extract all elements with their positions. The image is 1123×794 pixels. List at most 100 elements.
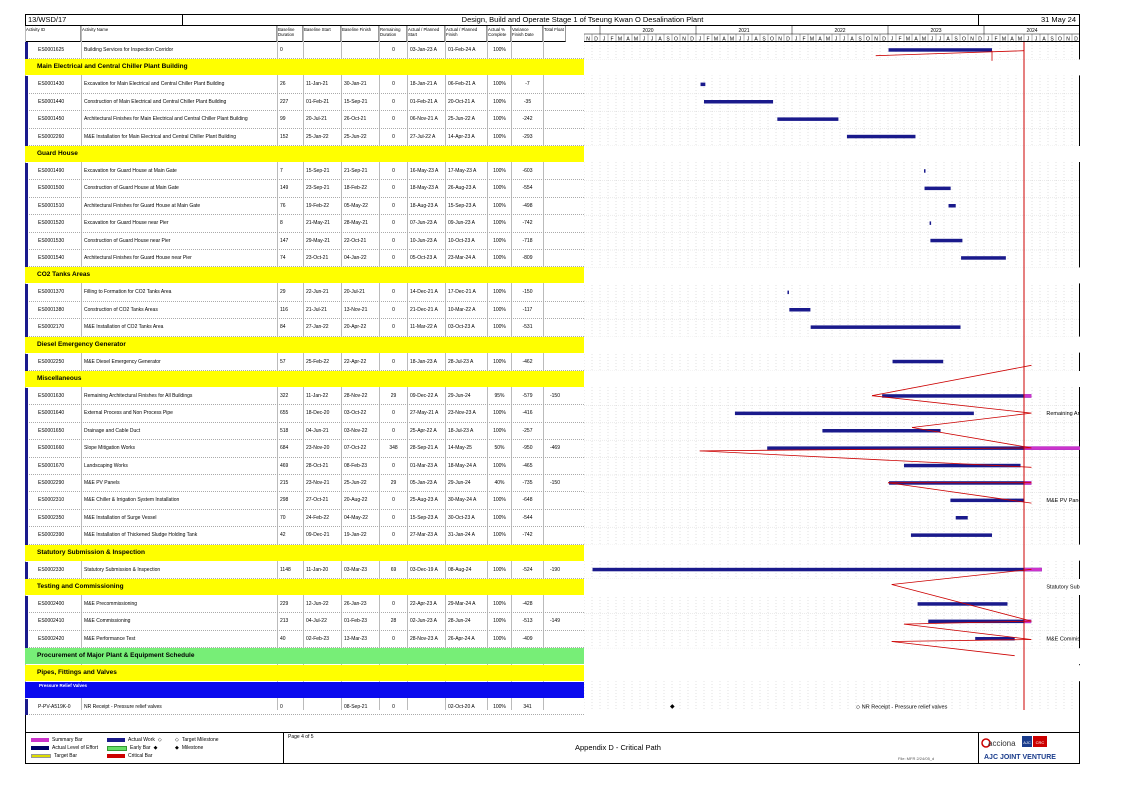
cell-var: -531 xyxy=(522,324,533,331)
table-row[interactable]: ES0001490 Excavation for Guard House at M… xyxy=(25,163,584,181)
table-row[interactable]: ES0002400 M&E Precommissioning 229 12-Jun-2… xyxy=(25,596,584,614)
col-header-baseline-finish[interactable]: Baseline Finish xyxy=(341,26,379,42)
table-row[interactable]: ES0001510 Architectural Finishes for Guar… xyxy=(25,197,584,216)
cell-af: 08-Aug-24 xyxy=(448,566,472,573)
table-row[interactable]: ES0002410 M&E Commissioning 213 04-Jul-22 01… xyxy=(25,613,584,631)
cell-as: 06-Nov-21 A xyxy=(410,116,438,123)
table-row[interactable]: ES0002290 M&E PV Panels 215 23-Nov-21 25-Jun… xyxy=(25,475,584,493)
table-row[interactable]: ES0001370 Filling to Formation for CO2 Ta… xyxy=(25,284,584,302)
cell-af: 18-Jul-23 A xyxy=(448,427,474,434)
table-row[interactable]: ES0001440 Construction of Main Electrical… xyxy=(25,93,584,112)
table-row[interactable]: ES0001500 Construction of Guard House at … xyxy=(25,180,584,198)
cell-rd: 69 xyxy=(390,566,397,573)
table-row[interactable]: ES0001625 Building Services for Inspectio… xyxy=(25,42,584,60)
actual-bar xyxy=(777,117,839,121)
table-row[interactable]: ES0001520 Excavation for Guard House near… xyxy=(25,215,584,233)
cell-var: -35 xyxy=(523,98,532,105)
actual-bar xyxy=(767,446,1080,450)
row-strip xyxy=(25,492,28,510)
col-header-actual-finish[interactable]: Actual / Planned Finish xyxy=(445,26,487,42)
wbs-band[interactable]: Pipes, Fittings and Valves xyxy=(25,665,584,682)
table-row[interactable]: ES0002390 M&E Installation of Thickened S… xyxy=(25,527,584,545)
table-row[interactable]: ES0001540 Architectural Finishes for Guar… xyxy=(25,250,584,268)
wbs-band-label: Main Electrical and Central Chiller Plan… xyxy=(25,59,584,76)
wbs-band[interactable]: Guard House xyxy=(25,146,584,163)
summary-swatch xyxy=(31,738,49,742)
wbs-band[interactable]: Procurement of Major Plant & Equipment S… xyxy=(25,648,584,665)
table-row[interactable]: ES0002310 M&E Chiller & Irrigation System… xyxy=(25,492,584,510)
cell-bf: 28-May-21 xyxy=(344,220,368,227)
month-tick: M xyxy=(906,37,910,43)
wbs-band[interactable]: Main Electrical and Central Chiller Plan… xyxy=(25,59,584,76)
col-header-actual-pct[interactable]: Actual % Complete xyxy=(487,26,511,42)
wbs-band[interactable]: Testing and Commissioning xyxy=(25,579,584,596)
row-strip xyxy=(25,440,28,458)
cell-tf: -469 xyxy=(549,445,560,452)
wbs-band-label: Testing and Commissioning xyxy=(25,579,584,595)
col-header-actual-start[interactable]: Actual / Planned Start xyxy=(407,26,445,42)
col-header-variance[interactable]: Variance Finish Date xyxy=(511,26,543,42)
table-row[interactable]: ES0001660 Slope Mitigation Works 684 23-Nov… xyxy=(25,440,584,458)
table-row[interactable]: ES0002420 M&E Performance Test 40 02-Feb-23… xyxy=(25,630,584,649)
cell-bf: 07-Oct-22 xyxy=(344,445,367,452)
cell-bs: 29-May-21 xyxy=(306,237,330,244)
col-header-activity-id[interactable]: Activity ID xyxy=(25,26,81,42)
cell-pct: 100% xyxy=(493,566,506,573)
col-header-remaining-duration[interactable]: Remaining Duration xyxy=(379,26,407,42)
wbs-band[interactable]: Diesel Emergency Generator xyxy=(25,336,584,354)
project-title: Design, Build and Operate Stage 1 of Tse… xyxy=(461,15,704,24)
cell-bf: 15-Sep-21 xyxy=(344,98,368,105)
wbs-band[interactable]: Pressure Relief Valves xyxy=(25,682,584,699)
table-row[interactable]: ES0001530 Construction of Guard House nea… xyxy=(25,232,584,250)
cell-bf: 05-May-22 xyxy=(344,202,368,209)
cell-bd: 152 xyxy=(280,133,289,140)
cell-name: M&E Chiller & Irrigation System Installa… xyxy=(84,497,180,504)
month-tick: A xyxy=(818,37,822,43)
table-row[interactable]: ES0002170 M&E Installation of CO2 Tanks A… xyxy=(25,319,584,337)
cell-name: Statutory Submission & Inspection xyxy=(84,566,161,573)
actual-bar xyxy=(929,221,932,225)
col-header-activity-name[interactable]: Activity Name xyxy=(81,26,277,42)
cell-name: Excavation for Guard House near Pier xyxy=(84,220,169,227)
cell-name: Excavation for Main Electrical and Centr… xyxy=(84,81,225,88)
month-tick: N xyxy=(1066,37,1070,43)
cell-pct: 100% xyxy=(493,237,506,244)
cell-bd: 227 xyxy=(280,98,289,105)
col-header-baseline-start[interactable]: Baseline Start xyxy=(303,26,341,42)
cell-af: 02-Oct-20 A xyxy=(448,704,475,711)
wbs-band[interactable]: Miscellaneous xyxy=(25,371,584,388)
row-strip xyxy=(25,422,28,441)
cell-pct: 100% xyxy=(493,289,506,296)
col-header-baseline-duration[interactable]: Baseline Duration xyxy=(277,26,303,42)
row-strip xyxy=(25,630,28,649)
month-tick: D xyxy=(978,37,982,43)
cell-bd: 518 xyxy=(280,427,289,434)
cell-pct: 100% xyxy=(493,98,506,105)
month-tick: N xyxy=(682,37,686,43)
table-row[interactable]: ES0001450 Architectural Finishes for Main… xyxy=(25,111,584,129)
actual-bar xyxy=(950,498,1024,503)
wbs-band[interactable]: Statutory Submission & Inspection xyxy=(25,544,584,562)
table-row[interactable]: ES0001650 Drainage and Cable Duct 518 04-Ju… xyxy=(25,422,584,441)
wbs-band[interactable]: CO2 Tanks Areas xyxy=(25,267,584,284)
cell-bf: 08-Feb-23 xyxy=(344,462,368,469)
table-row[interactable]: P-PV-A519K-0 NR Receipt - Pressure relief… xyxy=(25,699,584,716)
cell-var: -513 xyxy=(522,618,533,625)
row-strip xyxy=(25,111,28,129)
table-row[interactable]: ES0002250 M&E Diesel Emergency Generator 5… xyxy=(25,353,584,371)
cell-id: ES0002350 xyxy=(38,514,65,521)
table-row[interactable]: ES0001640 External Process and Non Proces… xyxy=(25,405,584,423)
cell-tf: -150 xyxy=(549,480,560,486)
month-tick: N xyxy=(778,37,782,43)
table-row[interactable]: ES0002330 Statutory Submission & Inspecti… xyxy=(25,561,584,579)
table-row[interactable]: ES0002350 M&E Installation of Surge Vesse… xyxy=(25,509,584,528)
cell-af: 17-Dec-21 A xyxy=(448,289,476,296)
col-header-total-float[interactable]: Total Float xyxy=(543,26,566,42)
table-row[interactable]: ES0001670 Landscaping Works 469 28-Oct-21 08… xyxy=(25,457,584,475)
table-row[interactable]: ES0001430 Excavation for Main Electrical … xyxy=(25,76,584,94)
table-row[interactable]: ES0001380 Construction of CO2 Tanks Areas… xyxy=(25,301,584,320)
table-row[interactable]: ES0001630 Remaining Architectural Finishe… xyxy=(25,388,584,406)
table-row[interactable]: ES0002260 M&E Installation for Main Elect… xyxy=(25,128,584,146)
cell-rd: 0 xyxy=(392,704,395,711)
month-tick: J xyxy=(747,37,750,43)
